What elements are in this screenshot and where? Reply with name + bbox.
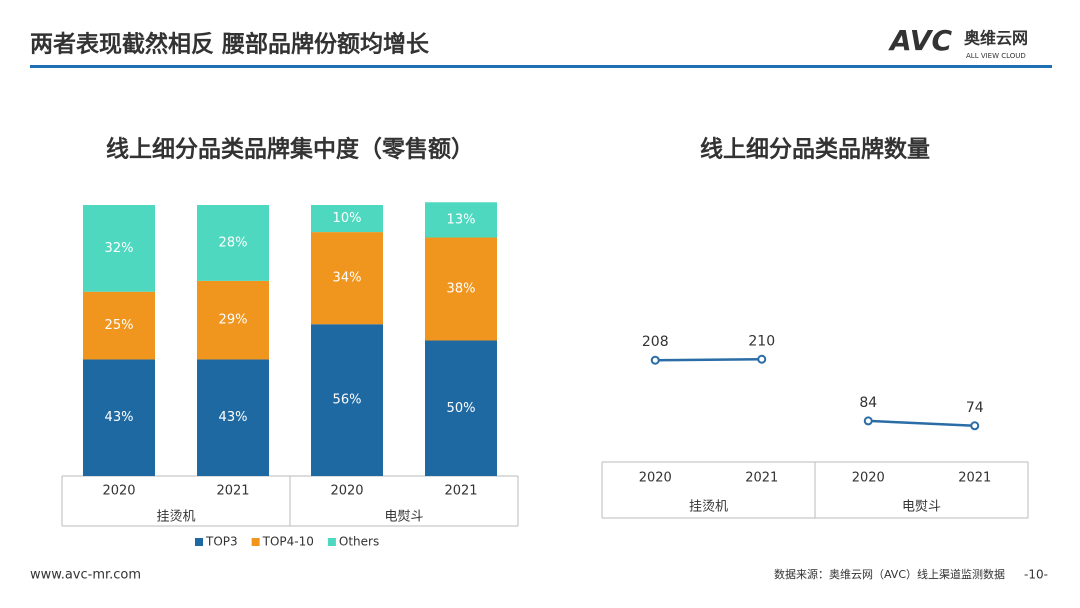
bar-segment (311, 232, 383, 325)
x-tick-label: 2020 (102, 484, 135, 499)
data-label: 56% (333, 393, 362, 408)
x-tick-label: 2020 (639, 471, 672, 486)
legend-swatch (251, 538, 260, 546)
bar-segment (425, 237, 497, 341)
data-label: 208 (642, 334, 669, 350)
legend-label: TOP3 (205, 535, 238, 549)
bar-segment (311, 205, 383, 233)
point (863, 416, 873, 426)
bar-segment (83, 291, 155, 360)
point (650, 355, 660, 365)
series-line (655, 358, 762, 362)
data-label: 43% (105, 410, 134, 425)
data-label: 32% (105, 241, 134, 256)
bar-segment (83, 359, 155, 476)
bar-segment (425, 340, 497, 476)
data-label: 25% (105, 318, 134, 333)
data-label: 10% (333, 211, 362, 226)
website: www.avc-mr.com (30, 568, 141, 583)
x-tick-label: 2021 (745, 471, 778, 486)
bar-segment (83, 205, 155, 292)
group-label: 电熨斗 (384, 510, 423, 525)
data-label: 29% (219, 313, 248, 328)
logo-cn: 奥维云网 (964, 29, 1028, 48)
data-label: 50% (447, 401, 476, 416)
chart-title: 线上细分品类品牌集中度（零售额） (106, 136, 474, 163)
point (757, 354, 767, 364)
group-label: 挂烫机 (689, 500, 728, 515)
slide-title: 两者表现截然相反 腰部品牌份额均增长 (30, 31, 430, 58)
x-tick-label: 2021 (216, 484, 249, 499)
data-label: 74 (966, 400, 984, 416)
legend-swatch (327, 538, 336, 546)
data-label: 43% (219, 410, 248, 425)
logo-en: ALL VIEW CLOUD (966, 52, 1026, 60)
page-number: -10- (1024, 568, 1048, 582)
x-tick-label: 2021 (958, 471, 991, 486)
point (970, 421, 980, 431)
legend-label: TOP4-10 (262, 535, 314, 549)
group-label: 电熨斗 (902, 500, 941, 515)
bar-segment (197, 280, 269, 360)
bar-segment (425, 202, 497, 238)
data-label: 28% (219, 235, 248, 250)
legend-label: Others (339, 535, 379, 549)
data-label: 34% (333, 271, 362, 286)
data-label: 210 (748, 333, 775, 349)
header-rule (30, 65, 1052, 68)
bar-segment (197, 359, 269, 476)
bar-segment (197, 205, 269, 281)
legend-swatch (195, 538, 203, 546)
x-tick-label: 2020 (330, 484, 363, 499)
x-tick-label: 2021 (444, 484, 477, 499)
bar-segment (311, 324, 383, 476)
data-label: 38% (447, 282, 476, 297)
data-label: 84 (859, 395, 877, 411)
logo: AVC (888, 24, 952, 57)
x-tick-label: 2020 (852, 471, 885, 486)
group-label: 挂烫机 (156, 510, 195, 525)
series-line (868, 419, 975, 428)
source: 数据来源：奥维云网（AVC）线上渠道监测数据 (774, 567, 1005, 581)
data-label: 13% (447, 212, 476, 227)
chart-title: 线上细分品类品牌数量 (700, 136, 930, 163)
